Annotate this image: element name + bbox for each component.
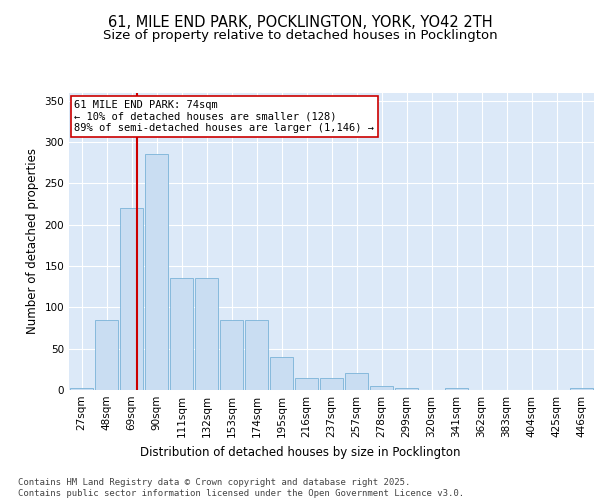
Bar <box>320 378 343 390</box>
Bar <box>170 278 193 390</box>
Text: 61, MILE END PARK, POCKLINGTON, YORK, YO42 2TH: 61, MILE END PARK, POCKLINGTON, YORK, YO… <box>107 15 493 30</box>
Bar <box>95 320 118 390</box>
Bar <box>269 357 293 390</box>
Bar <box>145 154 169 390</box>
Text: 61 MILE END PARK: 74sqm
← 10% of detached houses are smaller (128)
89% of semi-d: 61 MILE END PARK: 74sqm ← 10% of detache… <box>74 100 374 133</box>
Bar <box>194 278 218 390</box>
Text: Distribution of detached houses by size in Pocklington: Distribution of detached houses by size … <box>140 446 460 459</box>
Text: Contains HM Land Registry data © Crown copyright and database right 2025.
Contai: Contains HM Land Registry data © Crown c… <box>18 478 464 498</box>
Bar <box>395 388 418 390</box>
Bar <box>344 374 368 390</box>
Bar <box>70 388 94 390</box>
Bar <box>220 320 244 390</box>
Text: Size of property relative to detached houses in Pocklington: Size of property relative to detached ho… <box>103 28 497 42</box>
Y-axis label: Number of detached properties: Number of detached properties <box>26 148 39 334</box>
Bar <box>370 386 394 390</box>
Bar <box>119 208 143 390</box>
Bar <box>245 320 268 390</box>
Bar <box>445 388 469 390</box>
Bar <box>295 378 319 390</box>
Bar <box>569 388 593 390</box>
